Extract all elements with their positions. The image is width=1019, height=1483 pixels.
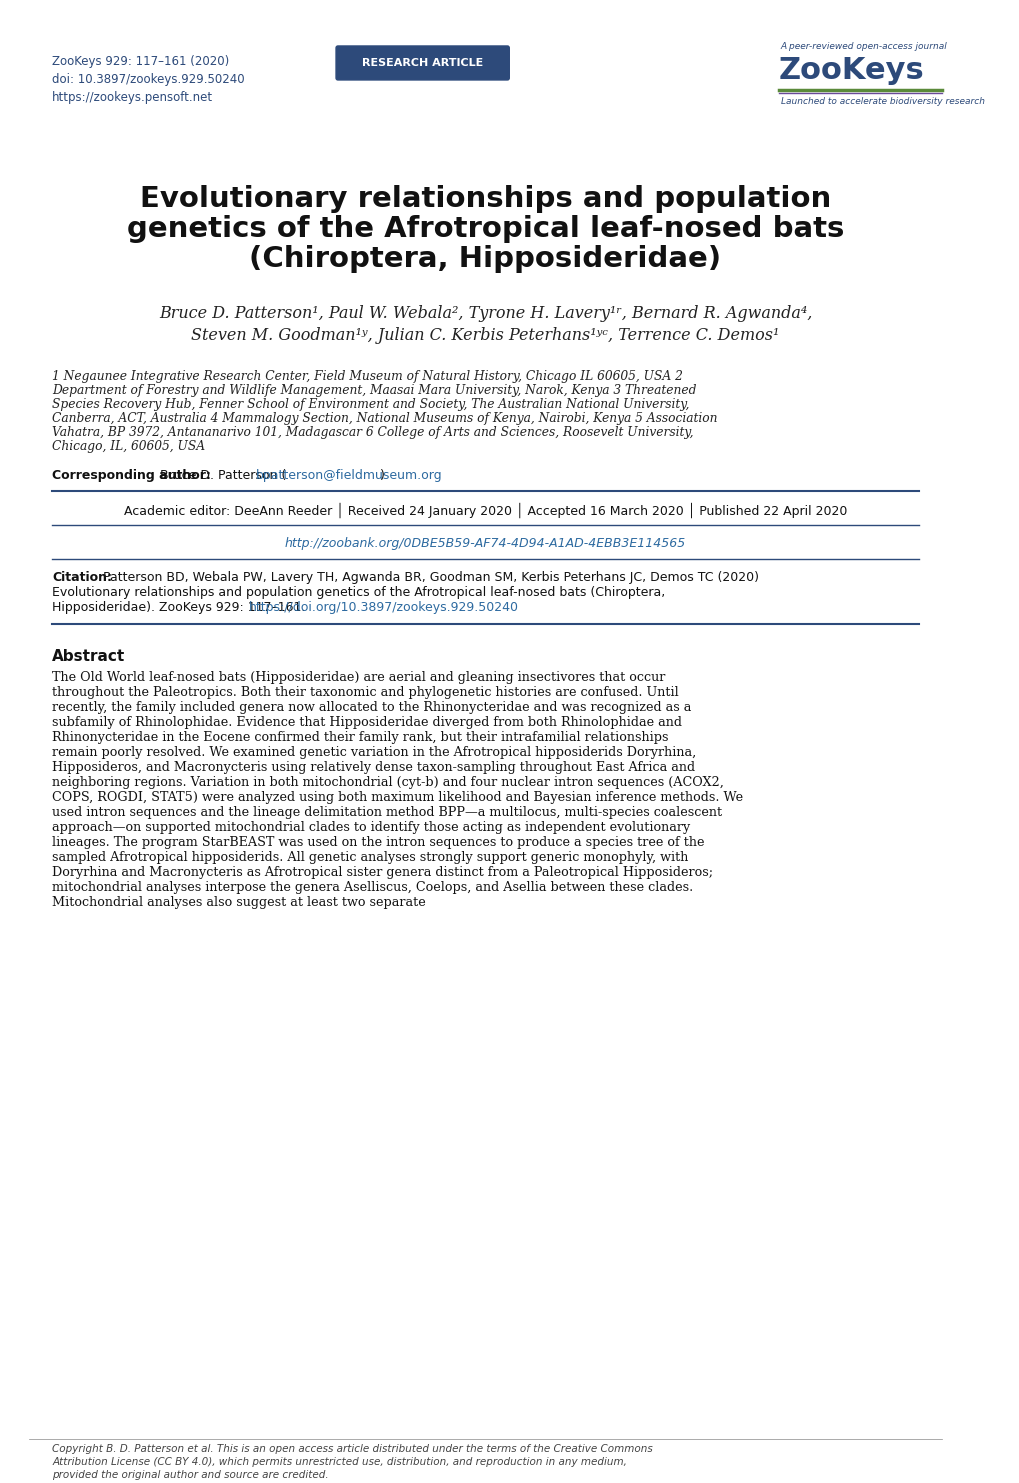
Text: https://doi.org/10.3897/zookeys.929.50240: https://doi.org/10.3897/zookeys.929.5024… xyxy=(249,601,519,614)
Text: Patterson BD, Webala PW, Lavery TH, Agwanda BR, Goodman SM, Kerbis Peterhans JC,: Patterson BD, Webala PW, Lavery TH, Agwa… xyxy=(100,571,759,584)
Text: Chicago, IL, 60605, USA: Chicago, IL, 60605, USA xyxy=(52,440,205,452)
Text: recently, the family included genera now allocated to the Rhinonycteridae and wa: recently, the family included genera now… xyxy=(52,700,691,713)
Text: remain poorly resolved. We examined genetic variation in the Afrotropical hippos: remain poorly resolved. We examined gene… xyxy=(52,746,696,759)
Text: Species Recovery Hub, Fenner School of Environment and Society, The Australian N: Species Recovery Hub, Fenner School of E… xyxy=(52,397,689,411)
Text: neighboring regions. Variation in both mitochondrial (cyt-b) and four nuclear in: neighboring regions. Variation in both m… xyxy=(52,776,723,789)
Text: Copyright B. D. Patterson et al. This is an open access article distributed unde: Copyright B. D. Patterson et al. This is… xyxy=(52,1444,652,1455)
Text: Doryrhina and Macronycteris as Afrotropical sister genera distinct from a Paleot: Doryrhina and Macronycteris as Afrotropi… xyxy=(52,866,712,878)
Text: Academic editor: DeeAnn Reeder │ Received 24 January 2020 │ Accepted 16 March 20: Academic editor: DeeAnn Reeder │ Receive… xyxy=(123,503,847,518)
Text: bpatterson@fieldmuseum.org: bpatterson@fieldmuseum.org xyxy=(256,469,442,482)
Text: Bruce D. Patterson¹, Paul W. Webala², Tyrone H. Lavery¹ʳ, Bernard R. Agwanda⁴,: Bruce D. Patterson¹, Paul W. Webala², Ty… xyxy=(159,305,811,322)
Text: ZooKeys 929: 117–161 (2020): ZooKeys 929: 117–161 (2020) xyxy=(52,55,229,68)
Text: The Old World leaf-nosed bats (Hipposideridae) are aerial and gleaning insectivo: The Old World leaf-nosed bats (Hipposide… xyxy=(52,670,665,684)
Text: Launched to accelerate biodiversity research: Launched to accelerate biodiversity rese… xyxy=(780,96,983,105)
Text: (Chiroptera, Hipposideridae): (Chiroptera, Hipposideridae) xyxy=(250,245,720,273)
Text: approach—on supported mitochondrial clades to identify those acting as independe: approach—on supported mitochondrial clad… xyxy=(52,820,690,833)
Text: Rhinonycteridae in the Eocene confirmed their family rank, but their intrafamili: Rhinonycteridae in the Eocene confirmed … xyxy=(52,731,668,743)
Text: Abstract: Abstract xyxy=(52,648,125,664)
FancyBboxPatch shape xyxy=(335,46,508,80)
Text: doi: 10.3897/zookeys.929.50240: doi: 10.3897/zookeys.929.50240 xyxy=(52,73,245,86)
Text: provided the original author and source are credited.: provided the original author and source … xyxy=(52,1470,329,1480)
Text: Evolutionary relationships and population: Evolutionary relationships and populatio… xyxy=(140,185,830,214)
Text: sampled Afrotropical hipposiderids. All genetic analyses strongly support generi: sampled Afrotropical hipposiderids. All … xyxy=(52,851,688,863)
Text: Corresponding author:: Corresponding author: xyxy=(52,469,211,482)
Text: Evolutionary relationships and population genetics of the Afrotropical leaf-nose: Evolutionary relationships and populatio… xyxy=(52,586,665,599)
Text: used intron sequences and the lineage delimitation method BPP—a multilocus, mult: used intron sequences and the lineage de… xyxy=(52,805,721,819)
Text: A peer-reviewed open-access journal: A peer-reviewed open-access journal xyxy=(780,42,947,50)
Text: subfamily of Rhinolophidae. Evidence that Hipposideridae diverged from both Rhin: subfamily of Rhinolophidae. Evidence tha… xyxy=(52,716,682,728)
Text: Bruce D. Patterson (: Bruce D. Patterson ( xyxy=(156,469,286,482)
Text: Hipposideros, and Macronycteris using relatively dense taxon-sampling throughout: Hipposideros, and Macronycteris using re… xyxy=(52,761,695,774)
Text: Citation:: Citation: xyxy=(52,571,112,584)
Text: lineages. The program StarBEAST was used on the intron sequences to produce a sp: lineages. The program StarBEAST was used… xyxy=(52,835,704,848)
Text: COPS, ROGDI, STAT5) were analyzed using both maximum likelihood and Bayesian inf: COPS, ROGDI, STAT5) were analyzed using … xyxy=(52,790,743,804)
Text: Attribution License (CC BY 4.0), which permits unrestricted use, distribution, a: Attribution License (CC BY 4.0), which p… xyxy=(52,1458,627,1467)
Text: RESEARCH ARTICLE: RESEARCH ARTICLE xyxy=(362,58,483,68)
Text: Steven M. Goodman¹ʸ, Julian C. Kerbis Peterhans¹ʸᶜ, Terrence C. Demos¹: Steven M. Goodman¹ʸ, Julian C. Kerbis Pe… xyxy=(192,326,779,344)
Text: Canberra, ACT, Australia 4 Mammalogy Section, National Museums of Kenya, Nairobi: Canberra, ACT, Australia 4 Mammalogy Sec… xyxy=(52,412,717,424)
Text: 1 Negaunee Integrative Research Center, Field Museum of Natural History, Chicago: 1 Negaunee Integrative Research Center, … xyxy=(52,369,683,383)
Text: mitochondrial analyses interpose the genera Aselliscus, Coelops, and Asellia bet: mitochondrial analyses interpose the gen… xyxy=(52,881,693,894)
Text: ): ) xyxy=(380,469,384,482)
Text: throughout the Paleotropics. Both their taxonomic and phylogenetic histories are: throughout the Paleotropics. Both their … xyxy=(52,685,679,698)
Text: ZooKeys: ZooKeys xyxy=(777,56,923,85)
Text: genetics of the Afrotropical leaf-nosed bats: genetics of the Afrotropical leaf-nosed … xyxy=(126,215,844,243)
Text: Hipposideridae). ZooKeys 929: 117–161.: Hipposideridae). ZooKeys 929: 117–161. xyxy=(52,601,310,614)
Text: Vahatra, BP 3972, Antananarivo 101, Madagascar 6 College of Arts and Sciences, R: Vahatra, BP 3972, Antananarivo 101, Mada… xyxy=(52,426,693,439)
Text: https://zookeys.pensoft.net: https://zookeys.pensoft.net xyxy=(52,90,213,104)
Text: Department of Forestry and Wildlife Management, Maasai Mara University, Narok, K: Department of Forestry and Wildlife Mana… xyxy=(52,384,696,397)
Text: http://zoobank.org/0DBE5B59-AF74-4D94-A1AD-4EBB3E114565: http://zoobank.org/0DBE5B59-AF74-4D94-A1… xyxy=(284,537,686,550)
Text: Mitochondrial analyses also suggest at least two separate: Mitochondrial analyses also suggest at l… xyxy=(52,896,426,909)
